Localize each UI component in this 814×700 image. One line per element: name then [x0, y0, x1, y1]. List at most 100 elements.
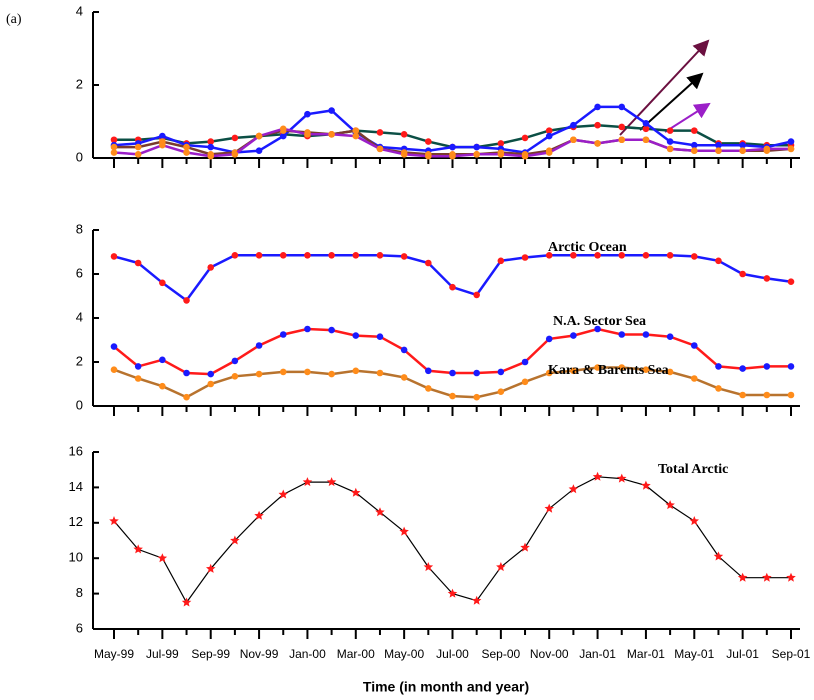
- arrow: [619, 39, 710, 136]
- marker: [496, 562, 506, 572]
- marker: [570, 367, 577, 375]
- x-tick-label: Jan-01: [579, 647, 616, 661]
- marker: [376, 252, 384, 259]
- marker: [570, 332, 577, 339]
- marker: [255, 147, 263, 154]
- marker: [134, 259, 142, 267]
- marker: [618, 123, 626, 131]
- marker: [400, 346, 408, 354]
- marker: [207, 370, 215, 378]
- marker: [473, 291, 480, 299]
- marker: [400, 151, 408, 158]
- marker: [763, 145, 771, 153]
- marker: [279, 252, 287, 259]
- marker: [642, 252, 650, 259]
- y-tick-label: 16: [69, 443, 83, 458]
- marker: [425, 138, 432, 145]
- marker: [594, 103, 601, 111]
- marker: [545, 149, 553, 156]
- marker: [328, 107, 335, 114]
- marker: [497, 257, 505, 265]
- series-label: Total Arctic: [658, 462, 728, 477]
- marker: [255, 342, 263, 349]
- marker: [279, 132, 287, 140]
- marker: [521, 378, 529, 386]
- marker: [473, 369, 480, 377]
- marker: [375, 507, 385, 517]
- marker: [352, 132, 360, 140]
- marker: [497, 388, 505, 396]
- marker: [715, 147, 722, 154]
- marker: [183, 297, 190, 304]
- marker: [328, 252, 335, 259]
- marker: [545, 127, 553, 134]
- marker: [328, 370, 335, 378]
- marker: [666, 145, 674, 153]
- marker: [689, 516, 699, 526]
- x-tick-label: Nov-00: [530, 647, 569, 661]
- marker: [352, 367, 360, 375]
- x-tick-label: May-99: [94, 647, 134, 661]
- marker: [763, 275, 771, 282]
- marker: [304, 368, 311, 376]
- marker: [425, 259, 432, 267]
- series-label: N.A. Sector Sea: [553, 314, 646, 329]
- marker: [110, 143, 118, 151]
- marker: [666, 127, 674, 134]
- y-tick-label: 0: [76, 149, 83, 164]
- x-tick-label: Jul-01: [726, 647, 759, 661]
- marker: [304, 325, 311, 333]
- marker: [449, 152, 456, 160]
- marker: [666, 252, 674, 259]
- series-label: Kara & Barents Sea: [548, 363, 669, 378]
- marker: [207, 143, 215, 151]
- marker: [376, 333, 384, 341]
- marker: [787, 278, 795, 286]
- marker: [641, 480, 651, 490]
- x-tick-label: Mar-00: [337, 647, 375, 661]
- marker: [400, 130, 408, 138]
- series-line: [113, 327, 791, 376]
- marker: [447, 588, 458, 598]
- marker: [157, 553, 168, 563]
- x-tick-label: May-00: [384, 647, 424, 661]
- marker: [471, 595, 482, 605]
- x-tick-label: Sep-00: [482, 647, 521, 661]
- marker: [713, 551, 724, 561]
- marker: [425, 367, 432, 375]
- marker: [473, 393, 480, 401]
- marker: [497, 140, 505, 147]
- marker: [545, 335, 553, 343]
- marker: [326, 477, 337, 487]
- marker: [183, 393, 190, 401]
- marker: [230, 535, 240, 545]
- y-tick-label: 4: [76, 3, 83, 18]
- marker: [618, 103, 626, 111]
- marker: [278, 489, 288, 499]
- marker: [739, 365, 746, 372]
- marker: [570, 136, 577, 144]
- marker: [739, 270, 746, 278]
- marker: [690, 253, 698, 260]
- marker: [594, 140, 601, 147]
- marker: [690, 375, 698, 382]
- marker: [425, 385, 432, 392]
- marker: [351, 487, 361, 497]
- marker: [400, 374, 408, 381]
- marker: [255, 132, 263, 140]
- y-tick-label: 12: [69, 514, 83, 529]
- marker: [231, 373, 239, 380]
- y-tick-label: 6: [76, 620, 83, 635]
- marker: [352, 252, 360, 259]
- marker: [304, 110, 311, 118]
- marker: [134, 363, 142, 370]
- marker: [449, 392, 456, 400]
- y-tick-label: 2: [76, 76, 83, 91]
- marker: [207, 152, 215, 160]
- y-tick-label: 10: [69, 550, 83, 565]
- marker: [642, 366, 650, 374]
- marker: [618, 136, 626, 144]
- arrow: [639, 72, 704, 131]
- marker: [544, 503, 554, 513]
- marker: [183, 149, 190, 156]
